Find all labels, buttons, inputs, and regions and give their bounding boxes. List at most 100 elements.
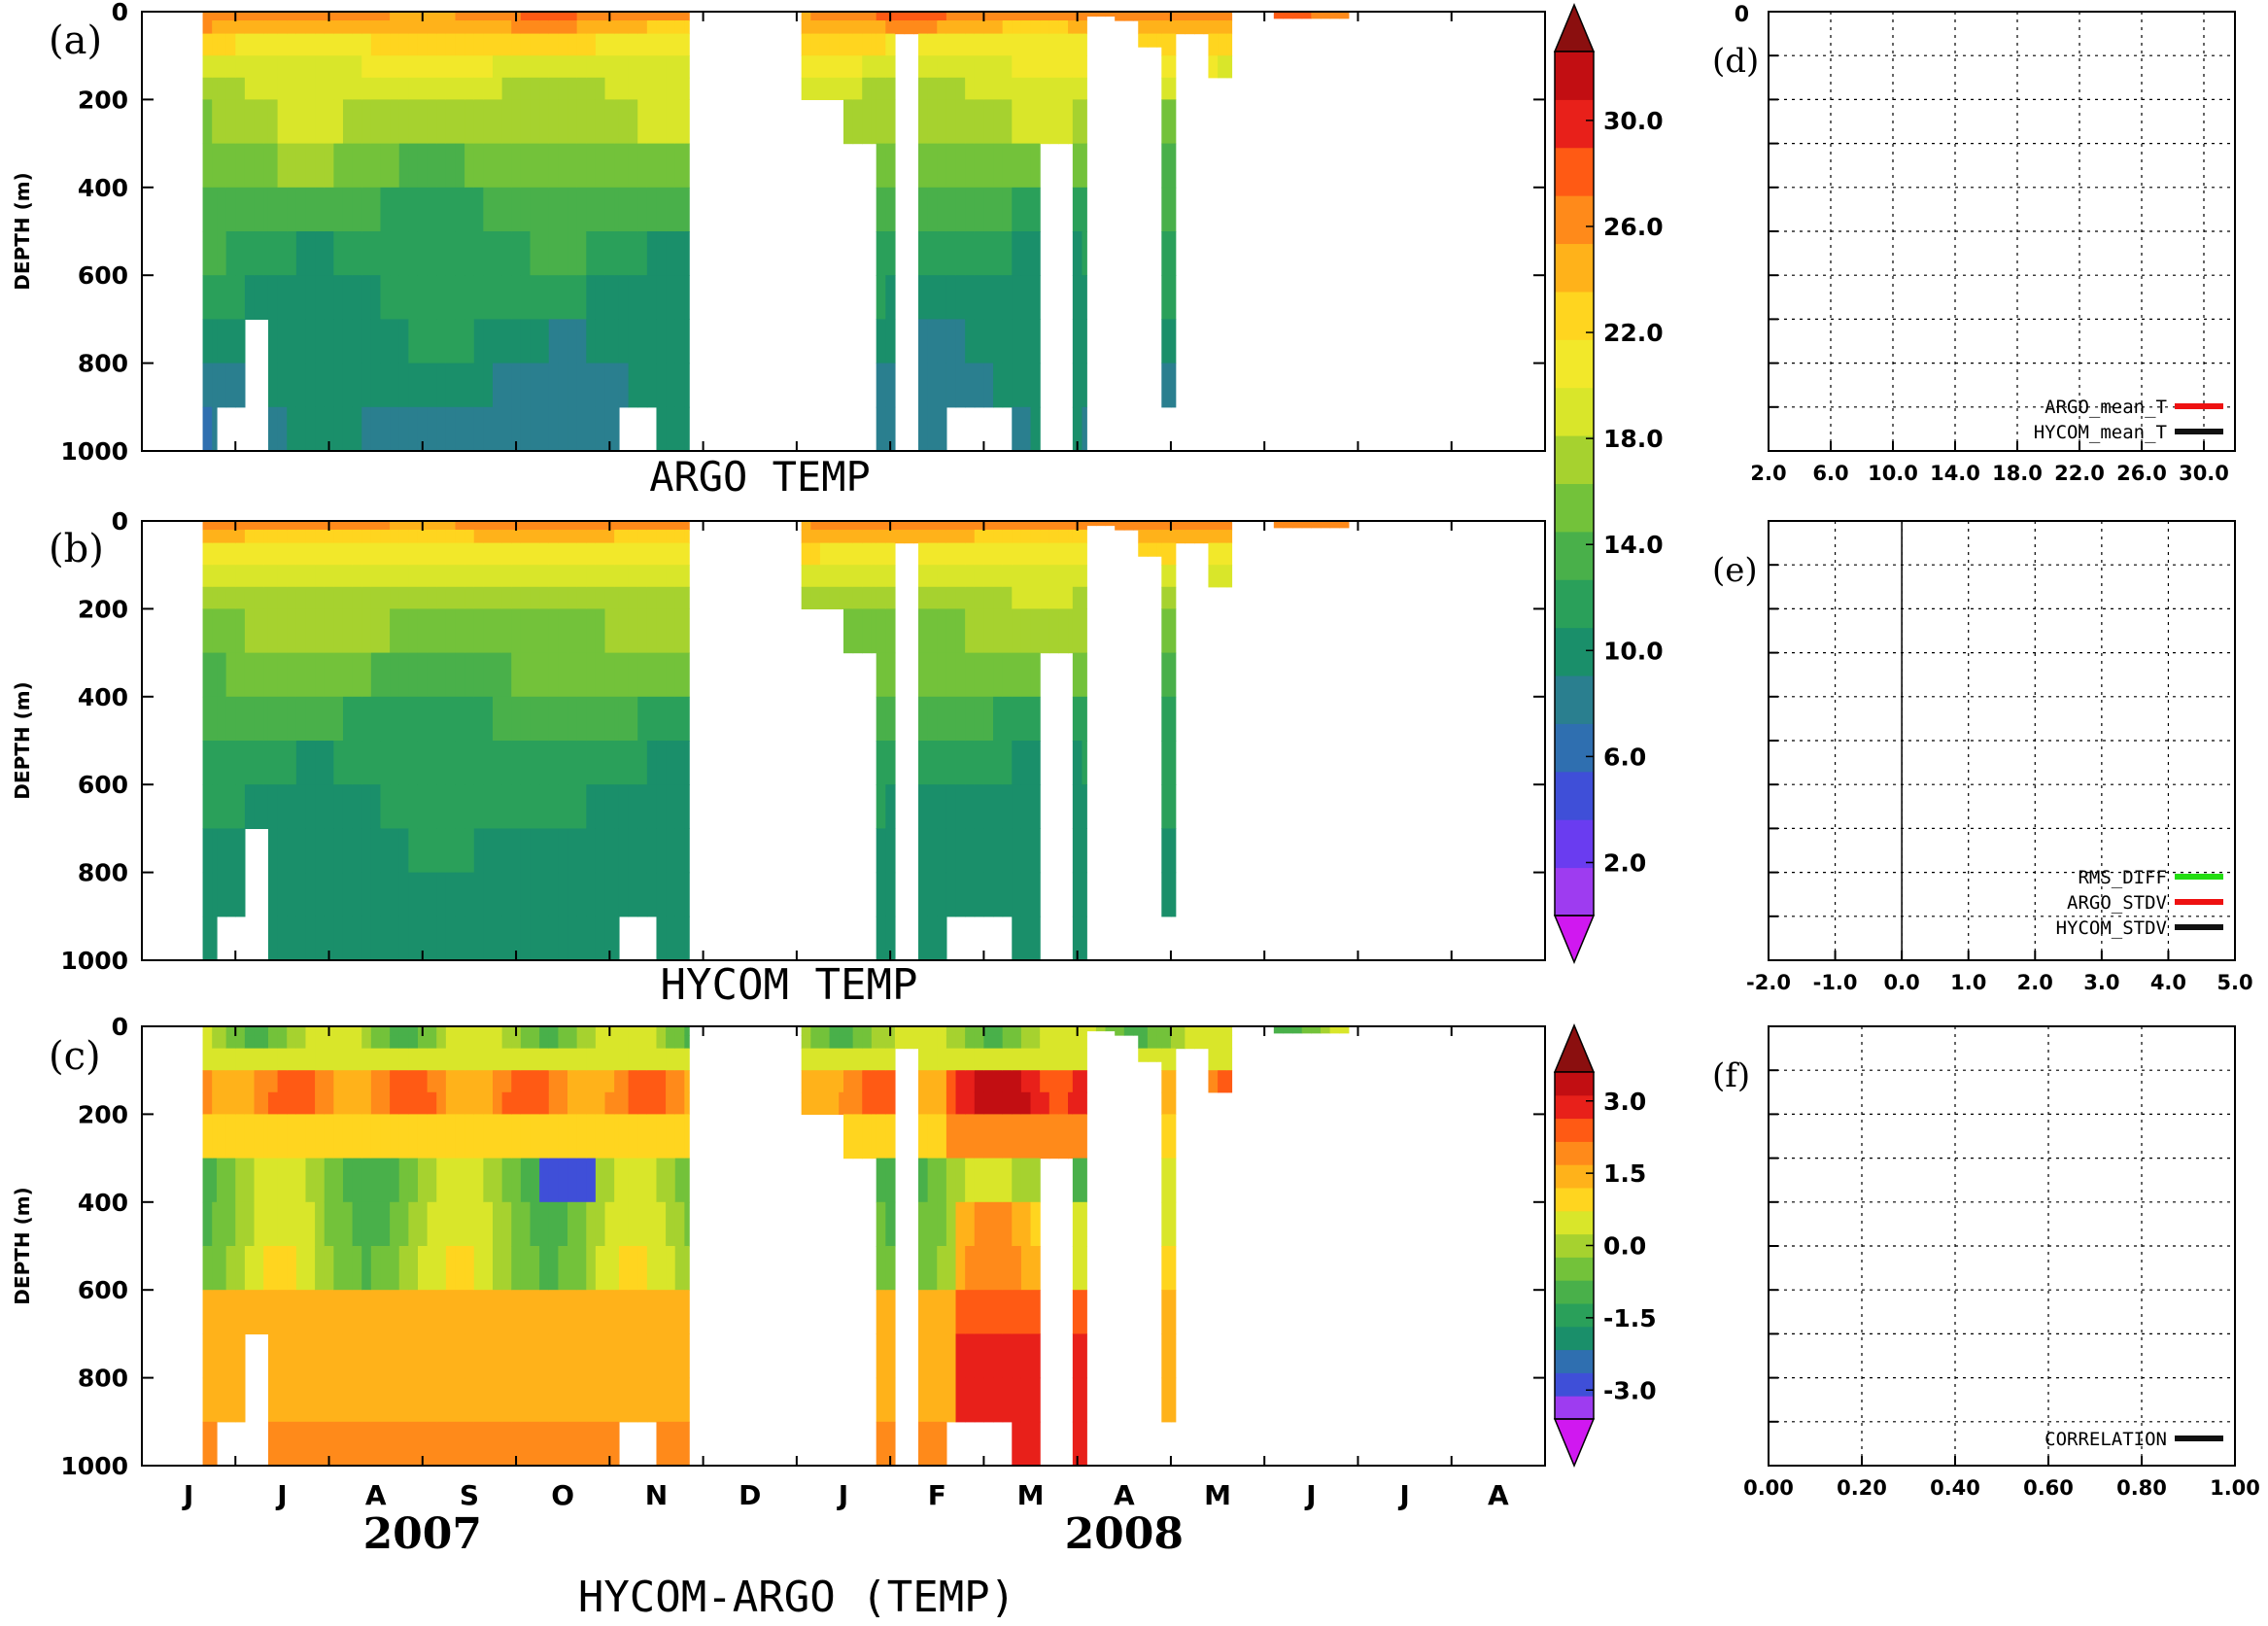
heat-cell bbox=[937, 1290, 947, 1334]
heat-cell bbox=[315, 1201, 326, 1247]
heat-cell bbox=[819, 565, 831, 588]
heat-cell bbox=[225, 872, 236, 917]
heat-cell bbox=[937, 586, 947, 609]
heat-cell bbox=[361, 696, 372, 742]
heat-cell bbox=[983, 828, 994, 874]
heat-cell bbox=[277, 741, 288, 785]
heat-cell bbox=[287, 33, 297, 56]
heat-cell bbox=[455, 696, 465, 742]
heat-cell bbox=[1030, 1091, 1041, 1115]
heat-cell bbox=[674, 1070, 685, 1093]
heat-cell bbox=[539, 1091, 550, 1115]
heat-cell bbox=[637, 363, 648, 408]
heat-cell bbox=[333, 1246, 344, 1291]
heat-cell bbox=[305, 319, 316, 364]
heat-cell bbox=[501, 99, 512, 145]
heat-cell bbox=[315, 565, 326, 588]
heat-cell bbox=[530, 143, 540, 189]
heat-cell bbox=[361, 916, 372, 960]
heat-cell bbox=[558, 1201, 568, 1247]
heat-cell bbox=[1058, 33, 1069, 56]
heat-cell bbox=[819, 1048, 831, 1071]
heat-cell bbox=[202, 1201, 213, 1247]
heat-cell bbox=[212, 1421, 218, 1466]
heat-cell bbox=[839, 530, 844, 544]
month-label: A bbox=[1114, 1479, 1135, 1511]
heat-cell bbox=[398, 1158, 409, 1203]
heat-cell bbox=[520, 1026, 532, 1036]
heat-cell bbox=[974, 77, 984, 100]
heat-cell bbox=[628, 1333, 638, 1379]
heat-cell bbox=[937, 1201, 947, 1247]
heat-cell bbox=[1002, 828, 1013, 874]
heat-cell bbox=[567, 741, 578, 785]
heat-cell bbox=[945, 1158, 957, 1203]
heat-cell bbox=[370, 652, 382, 698]
heat-cell bbox=[244, 696, 256, 742]
heat-cell bbox=[511, 1035, 522, 1050]
heat-cell bbox=[315, 1114, 326, 1159]
heat-cell bbox=[493, 916, 503, 960]
heat-cell bbox=[380, 652, 391, 698]
heat-cell bbox=[520, 1333, 532, 1379]
heat-cell bbox=[918, 696, 929, 742]
heat-cell bbox=[263, 521, 269, 531]
heat-cell bbox=[674, 99, 685, 145]
heat-cell bbox=[277, 1026, 288, 1036]
heat-cell bbox=[520, 143, 532, 189]
heat-cell bbox=[1170, 586, 1177, 609]
heat-cell bbox=[684, 12, 690, 21]
legend-label: ARGO_STDV bbox=[2067, 892, 2167, 914]
heat-cell bbox=[1082, 696, 1087, 742]
heat-cell bbox=[567, 828, 578, 874]
heat-cell bbox=[511, 1070, 522, 1093]
heat-cell bbox=[483, 784, 494, 829]
heat-cell bbox=[361, 1035, 372, 1050]
heat-cell bbox=[819, 20, 831, 35]
heat-cell bbox=[829, 542, 840, 566]
heat-cell bbox=[212, 55, 218, 79]
heat-cell bbox=[342, 1377, 354, 1423]
heat-cell bbox=[576, 187, 587, 232]
heat-cell bbox=[1030, 319, 1041, 364]
heat-cell bbox=[801, 1070, 811, 1093]
heat-cell bbox=[408, 1114, 419, 1159]
heat-cell bbox=[493, 741, 503, 785]
heat-cell bbox=[520, 363, 532, 408]
heat-cell bbox=[277, 231, 288, 276]
heat-cell bbox=[455, 652, 465, 698]
heat-cell bbox=[993, 1201, 1004, 1247]
heat-cell bbox=[417, 696, 429, 742]
heat-cell bbox=[361, 872, 372, 917]
heat-cell bbox=[894, 530, 906, 544]
heat-cell bbox=[1208, 33, 1219, 56]
heat-cell bbox=[618, 1026, 630, 1036]
heat-cell bbox=[937, 187, 947, 232]
heat-cell bbox=[464, 1035, 475, 1050]
heat-cell bbox=[945, 99, 957, 145]
heat-cell bbox=[1012, 872, 1022, 917]
heat-cell bbox=[876, 1026, 886, 1036]
heat-cell bbox=[993, 319, 1004, 364]
heat-cell bbox=[390, 55, 400, 79]
heat-cell bbox=[1072, 77, 1083, 100]
heat-cell bbox=[225, 1377, 236, 1423]
heat-cell bbox=[277, 99, 288, 145]
heat-cell bbox=[656, 586, 667, 609]
month-label: M bbox=[1017, 1479, 1045, 1511]
heat-cell bbox=[666, 12, 676, 21]
heat-cell bbox=[983, 530, 994, 544]
heat-cell bbox=[918, 143, 929, 189]
heat-cell bbox=[267, 608, 279, 654]
heat-cell bbox=[1161, 565, 1172, 588]
heat-cell bbox=[1161, 521, 1172, 531]
heat-cell bbox=[666, 1070, 676, 1093]
heat-cell bbox=[558, 1377, 568, 1423]
heat-cell bbox=[473, 1091, 484, 1115]
heat-cell bbox=[539, 1114, 550, 1159]
heat-cell bbox=[1138, 530, 1149, 544]
heat-cell bbox=[628, 12, 638, 21]
heat-cell bbox=[618, 12, 630, 21]
heat-cell bbox=[937, 916, 947, 960]
heat-cell bbox=[202, 1290, 213, 1334]
